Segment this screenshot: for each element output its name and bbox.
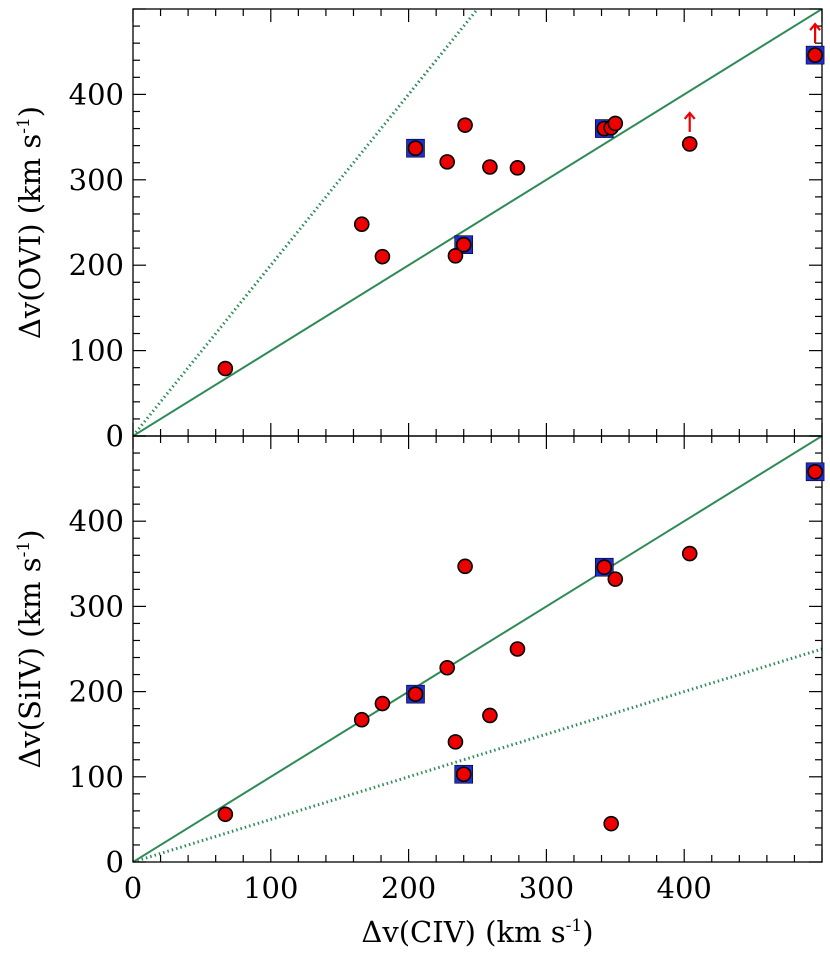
data-point bbox=[217, 360, 234, 377]
data-point bbox=[407, 686, 424, 702]
y-tick-label: 200 bbox=[69, 248, 124, 282]
x-tick-label: 200 bbox=[381, 871, 436, 905]
y-axis-title: Δv(OVI) (km s-1) bbox=[13, 106, 47, 339]
data-point bbox=[407, 140, 424, 157]
x-axis-title-close: ) bbox=[582, 915, 593, 949]
plot-frame bbox=[132, 435, 823, 863]
data-point bbox=[455, 766, 472, 783]
x-tick-label: 0 bbox=[124, 871, 142, 905]
x-tick-label: 400 bbox=[657, 871, 712, 905]
solid-reference-line bbox=[133, 436, 822, 862]
lower-limit-arrow bbox=[683, 111, 696, 132]
y-axis-title: Δv(SiIV) (km s-1) bbox=[13, 529, 47, 768]
y-tick-label: 0 bbox=[106, 845, 124, 879]
data-point bbox=[596, 559, 613, 576]
x-axis-title-superscript: -1 bbox=[566, 916, 583, 936]
x-axis-title-main: Δv(CIV) (km s bbox=[361, 915, 565, 949]
y-tick-label: 300 bbox=[69, 163, 124, 197]
x-axis-title: Δv(CIV) (km s-1) bbox=[361, 915, 593, 949]
y-tick-label: 400 bbox=[69, 77, 124, 111]
lower-limit-arrow bbox=[809, 22, 821, 44]
y-axis-title-main: Δv(OVI) (km s bbox=[13, 134, 47, 339]
data-point bbox=[457, 117, 473, 133]
dotted-reference-line bbox=[133, 9, 480, 436]
data-point bbox=[482, 707, 498, 724]
data-point bbox=[217, 806, 234, 823]
y-axis-title-superscript: -1 bbox=[14, 117, 34, 134]
data-point bbox=[353, 216, 370, 233]
data-point bbox=[681, 545, 698, 562]
bottom-panel: 0 100 200 300 400 0 100 200 300 400 Δv(SiIV) (km s… bbox=[13, 435, 825, 949]
x-tick-label: 100 bbox=[243, 871, 298, 905]
data-point bbox=[353, 711, 370, 728]
data-point bbox=[509, 160, 526, 176]
data-point bbox=[439, 659, 455, 676]
data-point bbox=[447, 734, 464, 750]
data-point bbox=[509, 641, 526, 657]
data-point bbox=[374, 248, 391, 265]
y-axis-title-close: ) bbox=[13, 529, 47, 540]
data-point bbox=[455, 236, 472, 253]
y-tick-label: 100 bbox=[69, 760, 124, 794]
y-tick-label: 300 bbox=[69, 589, 124, 623]
data-point bbox=[603, 815, 619, 832]
y-tick-label: 0 bbox=[106, 419, 124, 453]
data-point bbox=[807, 47, 823, 63]
data-point bbox=[681, 136, 698, 152]
x-tick-label: 300 bbox=[519, 871, 574, 905]
data-point bbox=[482, 159, 498, 175]
y-axis-title-close: ) bbox=[13, 106, 47, 117]
data-point bbox=[447, 248, 464, 264]
y-tick-label: 200 bbox=[69, 675, 124, 709]
y-tick-label: 400 bbox=[69, 504, 124, 538]
top-panel: 0 100 200 300 400 Δv(OVI) (km s-1) bbox=[13, 8, 825, 453]
y-tick-label: 100 bbox=[69, 334, 124, 368]
data-point bbox=[374, 695, 391, 712]
y-axis-title-main: Δv(SiIV) (km s bbox=[13, 557, 47, 768]
data-point bbox=[607, 571, 624, 587]
y-axis-title-superscript: -1 bbox=[14, 541, 34, 558]
data-point bbox=[439, 154, 455, 170]
dotted-reference-line bbox=[133, 647, 822, 862]
data-point bbox=[807, 463, 823, 480]
data-point bbox=[457, 558, 473, 575]
data-point bbox=[607, 115, 624, 132]
solid-reference-line bbox=[133, 9, 822, 436]
